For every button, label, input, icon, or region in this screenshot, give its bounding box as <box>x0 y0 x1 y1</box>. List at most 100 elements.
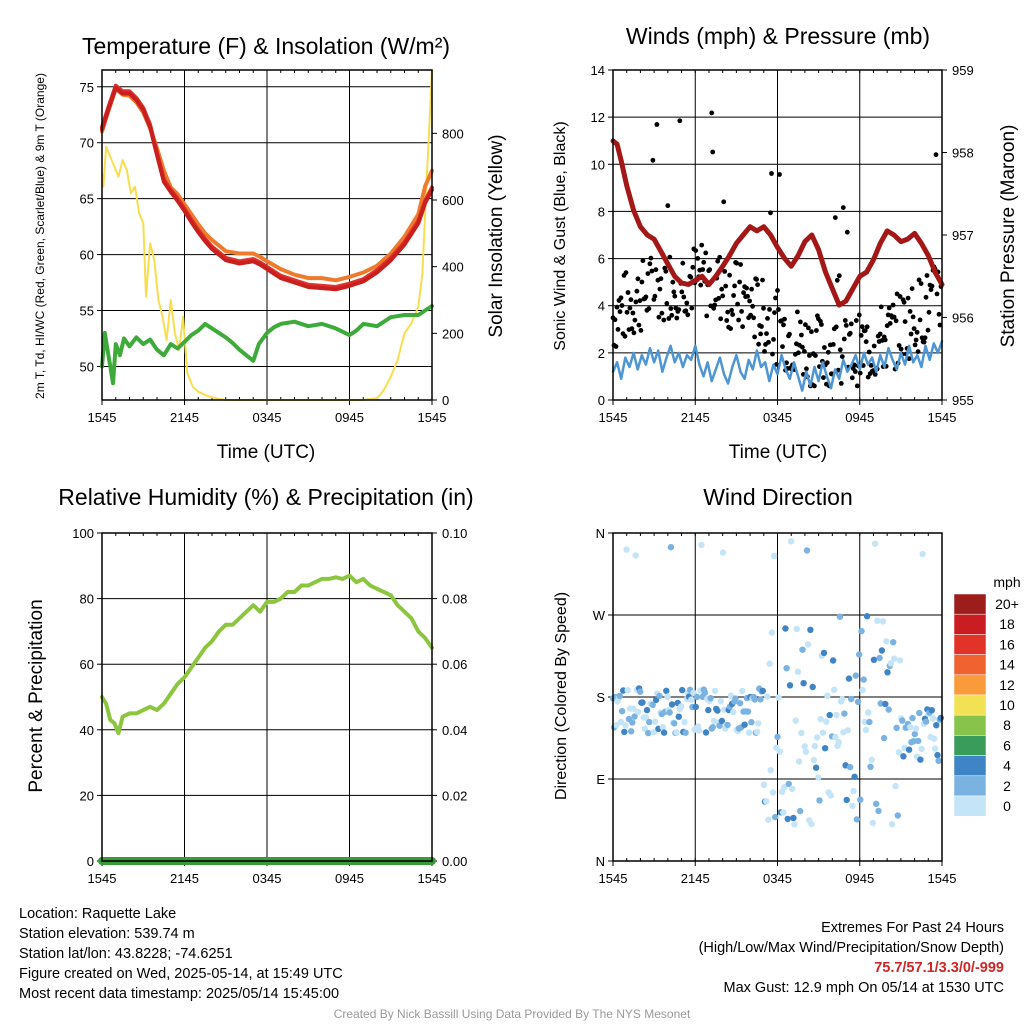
direction-point <box>677 703 685 710</box>
gust-point <box>766 339 771 345</box>
y-right-tick-label: 0 <box>442 393 449 408</box>
direction-point <box>643 706 651 714</box>
sonic_wind-series <box>611 339 944 392</box>
gust-point <box>722 269 728 274</box>
gust-point <box>859 324 865 330</box>
direction-point <box>863 613 871 620</box>
direction-point <box>651 718 659 725</box>
gust-point <box>659 310 665 316</box>
gust-point <box>719 286 725 292</box>
direction-point <box>844 727 851 734</box>
gust-point <box>813 353 818 358</box>
temperature-ylabel-left: 2m T, Td, HI/WC (Red, Green, Scarlet/Blu… <box>33 73 47 399</box>
gust-point <box>796 350 801 356</box>
direction-point <box>871 540 879 547</box>
direction-point <box>841 710 848 717</box>
direction-point <box>741 721 748 728</box>
x-tick-label: 1545 <box>88 871 117 886</box>
direction-point <box>757 696 764 703</box>
direction-point <box>718 717 726 725</box>
gust-point <box>866 349 872 355</box>
direction-point <box>794 668 802 675</box>
y-right-tick-label: 0.10 <box>442 526 467 541</box>
y-left-tick-label: 2 <box>598 346 605 361</box>
colorbar-swatch <box>953 775 987 797</box>
credit-text: Created By Nick Bassill Using Data Provi… <box>333 1007 691 1021</box>
gust-point <box>934 291 940 297</box>
gust-point <box>676 307 682 312</box>
direction-point <box>849 802 856 810</box>
direction-point <box>873 800 880 807</box>
gust-point <box>615 327 621 332</box>
gust-point <box>613 344 619 349</box>
y-right-tick-label: 0.00 <box>442 854 467 869</box>
direction-point <box>933 722 940 729</box>
y-right-tick-label: 959 <box>952 63 974 78</box>
direction-points <box>609 538 945 828</box>
direction-point <box>634 708 642 715</box>
plot-border <box>101 69 433 401</box>
gust-point <box>723 283 729 289</box>
gust-point <box>907 309 913 314</box>
gust-point <box>640 258 646 264</box>
gust-point <box>647 261 653 267</box>
direction-point <box>717 698 724 705</box>
direction-point <box>912 725 920 732</box>
gust-point <box>925 327 931 333</box>
colorbar-label: 20+ <box>995 596 1019 612</box>
y-left-tick-label: 60 <box>80 248 94 263</box>
direction-point <box>868 756 875 763</box>
direction-point <box>744 708 752 715</box>
direction-point <box>649 701 656 708</box>
direction-point <box>803 547 811 554</box>
direction-point <box>932 745 939 752</box>
direction-point <box>880 734 888 742</box>
gust-point <box>728 326 733 331</box>
x-tick-label: 0345 <box>763 410 792 425</box>
direction-point <box>857 796 864 803</box>
direction-point <box>646 718 653 726</box>
direction-point <box>656 692 663 700</box>
gust-point <box>721 199 727 205</box>
gust-point <box>669 312 675 318</box>
gust-point <box>735 301 740 307</box>
gust-point <box>764 331 769 336</box>
gust-point <box>645 271 651 276</box>
x-tick-label: 1545 <box>418 410 447 425</box>
gust-point <box>887 321 893 326</box>
gust-point <box>677 118 683 124</box>
direction-point <box>798 729 805 737</box>
gust-point <box>914 329 920 335</box>
gust-point <box>656 314 662 320</box>
direction-point <box>832 733 839 741</box>
direction-point <box>824 692 831 699</box>
gust-point <box>844 229 850 235</box>
gust-point <box>775 288 780 293</box>
gust-point <box>630 310 636 316</box>
direction-point <box>711 687 719 695</box>
direction-point <box>879 618 887 625</box>
direction-point <box>682 729 689 736</box>
gust-point <box>839 354 845 359</box>
direction-point <box>905 746 913 753</box>
y-left-tick-label: 60 <box>80 657 94 672</box>
gust-point <box>704 313 710 319</box>
gust-point <box>749 286 754 292</box>
direction-point <box>659 723 667 731</box>
gust-point <box>634 288 640 294</box>
direction-point <box>865 709 872 716</box>
gust-point <box>770 351 775 357</box>
gust-point <box>812 383 817 389</box>
gust-point <box>698 282 704 288</box>
direction-point <box>748 719 755 726</box>
direction-point <box>935 757 942 764</box>
y-left-tick-label: 8 <box>598 204 605 219</box>
direction-point <box>705 706 712 714</box>
gust-point <box>680 260 686 266</box>
gust-point <box>833 324 839 330</box>
gust-point <box>679 289 685 295</box>
direction-point <box>800 680 807 687</box>
gust-point <box>648 255 654 261</box>
plot-border <box>101 532 433 862</box>
direction-point <box>899 717 906 724</box>
